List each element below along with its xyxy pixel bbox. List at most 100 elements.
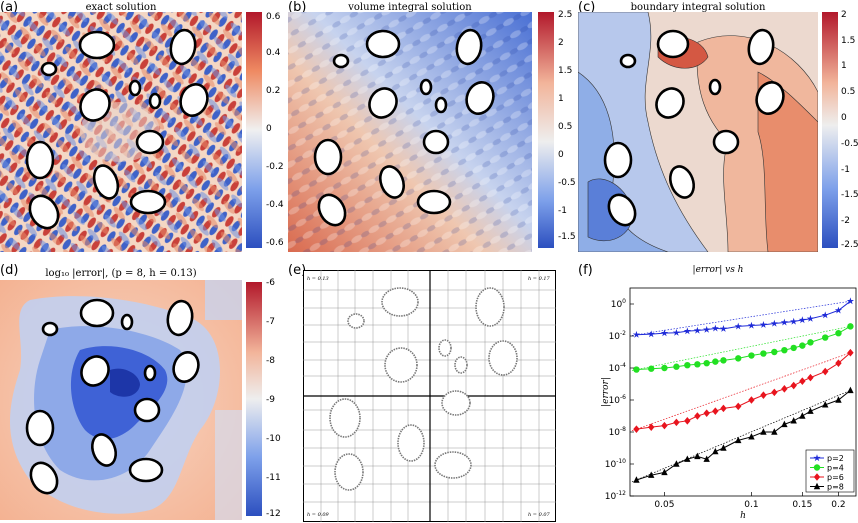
data-point [748, 352, 755, 359]
colorbar-c-tick: -2 [841, 216, 850, 226]
colorbar-c-tick: -0.5 [841, 139, 858, 149]
data-point [834, 306, 843, 314]
colorbar-a-tick: 0.4 [266, 48, 281, 58]
adaptive-grid-panel: h = 0.13 h = 0.17 h = 0.09 h = 0.07 [303, 270, 556, 522]
data-point [648, 471, 655, 478]
colorbar-a-tick: 0.2 [266, 86, 281, 96]
data-point [760, 350, 767, 357]
scatterer-blobs [313, 28, 495, 227]
data-point [673, 460, 680, 467]
data-point [694, 361, 701, 368]
scatterer-blobs [25, 298, 200, 495]
y-ticks: 100 10-2 10-4 10-6 10-8 10-10 10-12 [605, 298, 634, 502]
data-point [781, 420, 788, 428]
data-point [813, 482, 821, 490]
data-point [703, 455, 710, 462]
data-point [673, 363, 680, 370]
error-convergence-chart: |error| vs h 0.05 0.1 0.15 0.2 10010-210-41… [601, 265, 857, 521]
x-tick-label: 0.15 [792, 500, 812, 510]
data-point [735, 355, 742, 362]
data-point [661, 468, 668, 476]
data-point [648, 365, 655, 372]
colorbar-a [246, 12, 262, 248]
colorbar-c-tick: 0 [841, 113, 847, 123]
colorbar-d-tick: -6 [266, 278, 275, 288]
colorbar-a-tick: -0.4 [266, 200, 284, 210]
data-point [847, 323, 854, 330]
legend-label: p=6 [827, 473, 844, 482]
data-point [712, 447, 719, 455]
data-point [781, 346, 788, 354]
data-point [734, 322, 742, 330]
grid-obstacles [329, 287, 518, 491]
y-axis-label: |error| [601, 377, 611, 407]
grid-h-label: h = 0.07 [528, 512, 551, 518]
panel-b-label: (b) [288, 0, 307, 15]
colorbar-b-tick: 2.5 [558, 10, 573, 20]
x-tick-label: 0.05 [654, 500, 674, 510]
colorbar-d-tick: -10 [266, 434, 281, 444]
data-point [822, 367, 829, 376]
reference-line [631, 352, 851, 432]
colorbar-c-tick: -1 [841, 165, 850, 175]
colorbar-d-tick: -7 [266, 317, 275, 327]
data-point [847, 386, 854, 394]
data-point [661, 364, 668, 372]
data-point [807, 407, 814, 414]
boundary-integral-field [578, 12, 818, 252]
data-point [703, 325, 711, 333]
panel-b-title: volume integral solution [348, 2, 472, 13]
data-point [703, 359, 710, 367]
data-point [632, 330, 641, 338]
scatterer-blobs [603, 28, 785, 227]
data-point [822, 401, 829, 408]
exact-solution-field [0, 12, 242, 252]
data-point [735, 436, 742, 444]
data-point [748, 396, 755, 404]
colorbar-c-tick: 1.5 [841, 36, 856, 46]
data-point [703, 409, 710, 417]
colorbar-c-tick: 2 [841, 10, 847, 20]
colorbar-b-tick: 1 [558, 94, 564, 104]
data-point [633, 366, 640, 373]
panel-d-title: log₁₀ |error|, (p = 8, h = 0.13) [45, 268, 197, 279]
data-point [719, 325, 728, 332]
colorbar-b-tick: 0 [558, 150, 564, 160]
colorbar-d-tick: -9 [266, 395, 275, 405]
data-point [684, 455, 691, 462]
data-point [672, 328, 681, 336]
data-point [760, 428, 767, 435]
panel-c-label: (c) [578, 0, 596, 15]
grid-h-label: h = 0.17 [528, 276, 551, 282]
colorbar-d [246, 282, 262, 516]
y-tick-label: 10-12 [605, 490, 626, 502]
data-point [661, 421, 668, 430]
data-point [735, 402, 742, 411]
y-tick-label: 10-8 [609, 426, 627, 438]
data-point [693, 326, 701, 334]
scatterer-blobs [25, 28, 209, 230]
data-point [799, 412, 806, 419]
data-point [647, 330, 655, 338]
panel-f-label: (f) [578, 263, 593, 278]
y-tick-label: 10-2 [609, 330, 627, 342]
data-point [822, 334, 829, 341]
data-point [712, 358, 719, 365]
y-tick-label: 10-6 [609, 394, 627, 406]
data-point [780, 318, 788, 326]
reference-line [631, 390, 851, 483]
data-point [683, 327, 691, 335]
reference-lines [631, 300, 851, 483]
colorbar-b-tick: 2 [558, 38, 564, 48]
data-point [798, 316, 806, 324]
colorbar-b-tick: -1.5 [558, 232, 576, 242]
x-axis-label: h [740, 511, 746, 521]
data-point [771, 348, 778, 356]
data-point [770, 319, 778, 327]
y-tick-label: 10-10 [605, 458, 626, 470]
colorbar-b-tick: -1 [558, 206, 567, 216]
colorbar-c [822, 12, 838, 248]
data-point [807, 339, 814, 346]
data-point [790, 317, 798, 325]
colorbar-a-tick: -0.2 [266, 162, 284, 172]
